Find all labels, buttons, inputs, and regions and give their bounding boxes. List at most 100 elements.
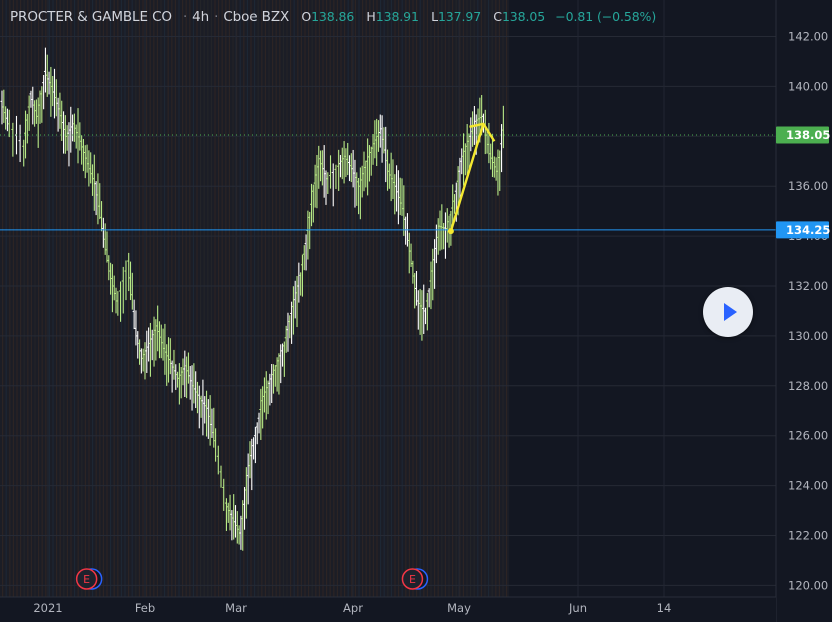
high-label: H bbox=[366, 9, 376, 24]
session-band bbox=[470, 0, 472, 597]
session-band bbox=[390, 0, 392, 597]
session-band bbox=[189, 0, 191, 597]
session-band bbox=[27, 0, 29, 597]
high-value: 138.91 bbox=[375, 9, 419, 24]
earnings-marker-label: E bbox=[409, 573, 416, 586]
session-band bbox=[408, 0, 410, 597]
session-band bbox=[185, 0, 187, 597]
earnings-marker[interactable] bbox=[401, 568, 424, 590]
session-band bbox=[59, 0, 61, 597]
session-band bbox=[106, 0, 108, 597]
session-band bbox=[365, 0, 367, 597]
session-band bbox=[506, 0, 508, 597]
session-band bbox=[214, 0, 216, 597]
price-tick-label: 142.00 bbox=[788, 30, 828, 44]
session-band bbox=[372, 0, 374, 597]
session-band bbox=[239, 0, 241, 597]
session-band bbox=[232, 0, 234, 597]
session-band bbox=[192, 0, 194, 597]
time-tick-label: Jun bbox=[568, 601, 587, 615]
session-band bbox=[52, 0, 54, 597]
session-band bbox=[326, 0, 328, 597]
session-band bbox=[297, 0, 299, 597]
close-value: 138.05 bbox=[501, 9, 546, 24]
session-band bbox=[16, 0, 18, 597]
session-band bbox=[124, 0, 126, 597]
session-band bbox=[77, 0, 79, 597]
session-band bbox=[405, 0, 407, 597]
session-band bbox=[48, 0, 50, 597]
session-band bbox=[246, 0, 248, 597]
crosshair-price-badge-background bbox=[776, 221, 829, 239]
time-tick-label: Apr bbox=[343, 601, 363, 615]
session-band bbox=[110, 0, 112, 597]
session-band bbox=[498, 0, 500, 597]
price-axis[interactable]: 142.00140.00138.00136.00134.00132.00130.… bbox=[775, 0, 832, 622]
session-band bbox=[261, 0, 263, 597]
interval[interactable]: 4h bbox=[192, 9, 210, 25]
session-band bbox=[495, 0, 497, 597]
session-band bbox=[30, 0, 32, 597]
session-band bbox=[138, 0, 140, 597]
price-tick-label: 136.00 bbox=[788, 179, 828, 193]
crosshair-price-badge-label: 134.25 bbox=[786, 223, 830, 237]
session-band bbox=[308, 0, 310, 597]
session-band bbox=[282, 0, 284, 597]
session-band bbox=[203, 0, 205, 597]
session-band bbox=[383, 0, 385, 597]
session-band bbox=[455, 0, 457, 597]
session-band bbox=[66, 0, 68, 597]
session-band bbox=[228, 0, 230, 597]
session-band bbox=[380, 0, 382, 597]
earnings-marker[interactable] bbox=[75, 568, 98, 590]
session-band bbox=[120, 0, 122, 597]
session-band bbox=[311, 0, 313, 597]
session-band bbox=[340, 0, 342, 597]
session-band bbox=[491, 0, 493, 597]
session-band bbox=[466, 0, 468, 597]
session-band bbox=[354, 0, 356, 597]
session-band bbox=[502, 0, 504, 597]
earnings-marker-label: E bbox=[83, 573, 90, 586]
session-bands bbox=[0, 0, 510, 597]
session-band bbox=[88, 0, 90, 597]
symbol-name[interactable]: PROCTER & GAMBLE CO bbox=[10, 9, 172, 25]
session-band bbox=[171, 0, 173, 597]
trend-arrow-head bbox=[469, 122, 484, 128]
trend-arrow-start bbox=[447, 228, 454, 235]
session-band bbox=[351, 0, 353, 597]
price-tick-label: 128.00 bbox=[788, 379, 828, 393]
session-band bbox=[488, 0, 490, 597]
session-band bbox=[477, 0, 479, 597]
session-band bbox=[448, 0, 450, 597]
session-band bbox=[200, 0, 202, 597]
last-price-badge-label: 138.05 bbox=[786, 128, 830, 142]
session-band bbox=[156, 0, 158, 597]
session-band bbox=[333, 0, 335, 597]
session-band bbox=[221, 0, 223, 597]
session-band bbox=[99, 0, 101, 597]
session-band bbox=[376, 0, 378, 597]
change-value: −0.81 (−0.58%) bbox=[555, 9, 657, 24]
session-band bbox=[218, 0, 220, 597]
session-band bbox=[12, 0, 14, 597]
session-band bbox=[275, 0, 277, 597]
time-axis-background bbox=[0, 597, 776, 622]
trend-annotation[interactable] bbox=[447, 122, 496, 235]
session-band bbox=[182, 0, 184, 597]
separator-dot: · bbox=[214, 9, 219, 25]
session-band bbox=[358, 0, 360, 597]
time-axis[interactable]: 2021 Feb Mar Apr May Jun 14 bbox=[0, 596, 776, 622]
replay-play-button[interactable] bbox=[703, 287, 753, 337]
session-band bbox=[441, 0, 443, 597]
session-band bbox=[484, 0, 486, 597]
session-band bbox=[268, 0, 270, 597]
session-band bbox=[459, 0, 461, 597]
session-band bbox=[63, 0, 65, 597]
price-axis-background bbox=[776, 0, 832, 622]
session-band bbox=[254, 0, 256, 597]
session-band bbox=[135, 0, 137, 597]
session-band bbox=[264, 0, 266, 597]
